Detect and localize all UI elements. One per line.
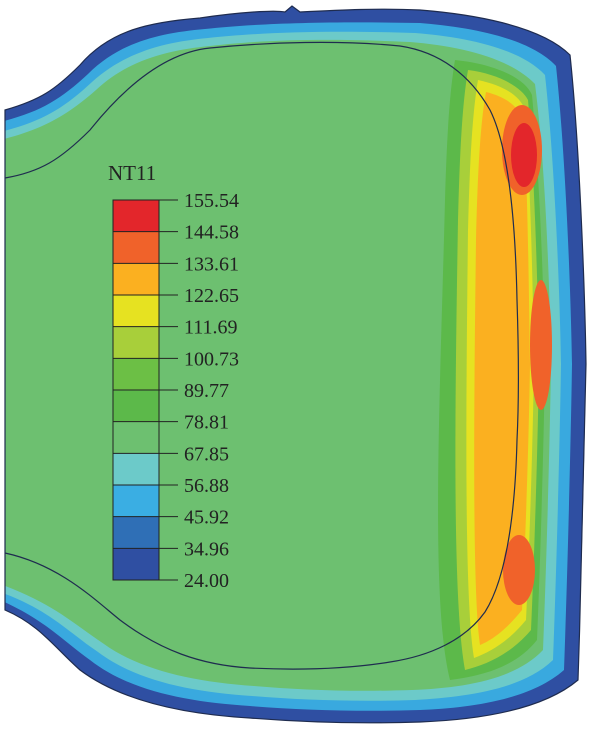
legend-title: NT11 — [108, 161, 156, 185]
legend-level-label: 56.88 — [184, 475, 229, 497]
legend-swatches — [113, 200, 159, 581]
hotspot-upper-core — [511, 123, 537, 187]
legend-swatch — [113, 200, 159, 233]
legend-level-label: 24.00 — [184, 570, 229, 592]
legend-level-label: 45.92 — [184, 507, 229, 529]
legend-swatch — [113, 326, 159, 359]
legend-level-label: 133.61 — [184, 253, 239, 275]
hotspot-middle — [530, 280, 552, 410]
legend-level-label: 34.96 — [184, 538, 229, 560]
legend-swatch — [113, 263, 159, 296]
legend-level-label: 89.77 — [184, 380, 229, 402]
legend-ticks — [113, 199, 178, 581]
contour-band-122 — [474, 92, 530, 645]
legend-swatch — [113, 295, 159, 328]
hotspot-lower — [503, 535, 535, 605]
legend-level-label: 111.69 — [184, 317, 238, 339]
legend-swatch — [113, 485, 159, 518]
legend-frame — [112, 199, 160, 581]
legend-level-label: 100.73 — [184, 348, 239, 370]
legend-swatch — [113, 453, 159, 486]
legend: NT11 155.54 144.58 133.61 122.65 111.69 100.7… — [108, 161, 239, 592]
legend-swatch — [113, 548, 159, 581]
legend-level-label: 155.54 — [184, 190, 239, 212]
legend-level-label: 144.58 — [184, 222, 239, 244]
legend-swatch — [113, 390, 159, 423]
legend-swatch — [113, 516, 159, 549]
legend-swatch — [113, 421, 159, 454]
legend-level-label: 67.85 — [184, 443, 229, 465]
legend-swatch — [113, 231, 159, 264]
legend-level-label: 122.65 — [184, 285, 239, 307]
legend-swatch — [113, 358, 159, 391]
legend-labels: 155.54 144.58 133.61 122.65 111.69 100.73 89.7… — [184, 190, 239, 592]
legend-level-label: 78.81 — [184, 412, 229, 434]
